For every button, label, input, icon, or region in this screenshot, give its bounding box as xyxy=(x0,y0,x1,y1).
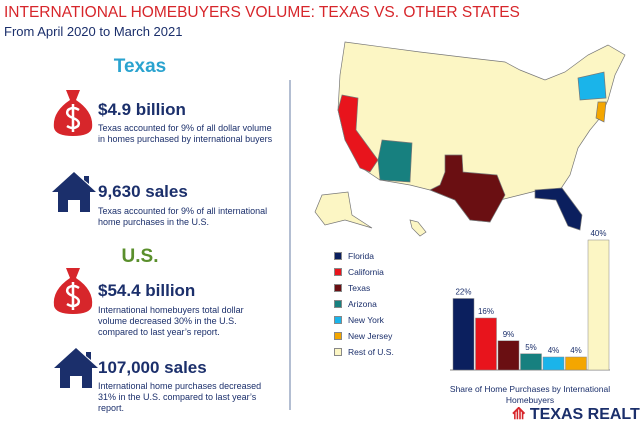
value-label: 22% xyxy=(455,288,471,297)
value-label: 9% xyxy=(503,330,515,339)
legend-item: California xyxy=(334,264,394,280)
legend-label: New Jersey xyxy=(348,331,393,341)
stat-text: Texas accounted for 9% of all dollar vol… xyxy=(98,123,273,144)
legend-label: New York xyxy=(348,315,384,325)
legend-swatch xyxy=(334,348,342,356)
logo: ⟰ TEXAS REALTORS xyxy=(512,404,640,424)
legend: Florida California Texas Arizona New York New… xyxy=(334,248,394,360)
us-map xyxy=(314,41,626,237)
legend-item: Rest of U.S. xyxy=(334,344,394,360)
legend-swatch xyxy=(334,252,342,260)
x-axis-label: Share of Home Purchases by International… xyxy=(449,384,611,405)
legend-swatch xyxy=(334,284,342,292)
legend-label: Texas xyxy=(348,283,371,293)
legend-swatch xyxy=(334,332,342,340)
legend-item: Florida xyxy=(334,248,394,264)
bar xyxy=(475,317,497,371)
section-heading: U.S. xyxy=(121,246,159,267)
stat-value: 9,630 sales xyxy=(98,182,188,201)
legend-item: New York xyxy=(334,312,394,328)
bar xyxy=(520,353,542,371)
legend-swatch xyxy=(334,268,342,276)
value-label: 5% xyxy=(525,343,537,352)
legend-item: Arizona xyxy=(334,296,394,312)
logo-text: TEXAS REALTORS xyxy=(529,406,640,423)
money-bag-icon xyxy=(53,90,93,136)
logo-mark: ⟰ xyxy=(512,406,526,423)
section-heading: Texas xyxy=(113,56,167,77)
bar-chart: 22% 16% 9% 5% 4% 4% 40% xyxy=(450,229,610,371)
stat-text: Texas accounted for 9% of all internatio… xyxy=(98,206,268,227)
legend-item: New Jersey xyxy=(334,328,394,344)
legend-label: Rest of U.S. xyxy=(348,347,394,357)
money-bag-icon xyxy=(53,268,93,314)
legend-swatch xyxy=(334,300,342,308)
value-label: 4% xyxy=(548,346,560,355)
subtitle: From April 2020 to March 2021 xyxy=(4,24,183,39)
bar xyxy=(542,356,565,371)
bar xyxy=(497,340,520,371)
legend-swatch xyxy=(334,316,342,324)
house-icon xyxy=(54,348,98,388)
stat-text: International homebuyers total dollar vo… xyxy=(98,305,244,337)
stat-value: $54.4 billion xyxy=(98,281,196,300)
bar xyxy=(452,298,475,371)
stat-value: $4.9 billion xyxy=(98,100,186,119)
bar xyxy=(587,239,610,371)
value-label: 16% xyxy=(478,307,494,316)
house-icon xyxy=(52,172,96,212)
stat-text: International home purchases decreased 3… xyxy=(98,381,262,413)
legend-label: California xyxy=(348,267,384,277)
bar xyxy=(565,356,587,371)
legend-label: Arizona xyxy=(348,299,377,309)
legend-label: Florida xyxy=(348,251,374,261)
title: INTERNATIONAL HOMEBUYERS VOLUME: TEXAS V… xyxy=(4,4,520,21)
value-label: 4% xyxy=(570,346,582,355)
value-label: 40% xyxy=(590,229,606,238)
legend-item: Texas xyxy=(334,280,394,296)
stat-value: 107,000 sales xyxy=(98,358,207,377)
